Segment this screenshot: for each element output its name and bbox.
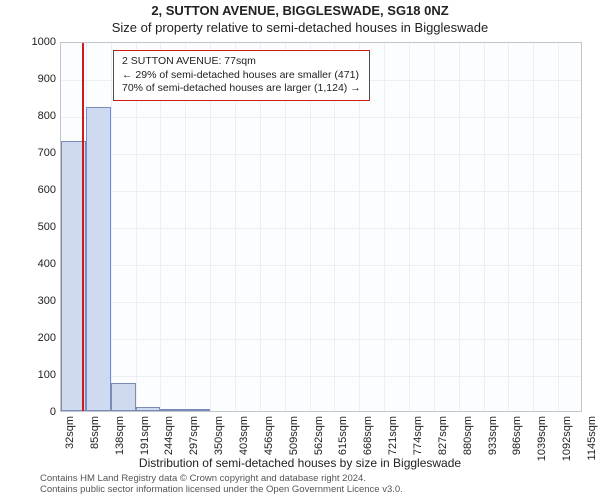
x-tick-label: 615sqm bbox=[337, 416, 349, 455]
x-tick-label: 456sqm bbox=[263, 416, 275, 455]
histogram-bar bbox=[136, 407, 161, 411]
histogram-bar bbox=[185, 409, 210, 411]
x-tick-label: 403sqm bbox=[238, 416, 250, 455]
footnote: Contains HM Land Registry data © Crown c… bbox=[40, 474, 403, 496]
gridline-v bbox=[434, 43, 435, 411]
x-tick-label: 721sqm bbox=[387, 416, 399, 455]
histogram-bar bbox=[111, 383, 136, 411]
gridline-v bbox=[459, 43, 460, 411]
gridline-h bbox=[61, 265, 581, 266]
histogram-bar bbox=[160, 409, 185, 411]
x-tick-label: 1145sqm bbox=[586, 416, 598, 460]
y-tick-label: 100 bbox=[20, 369, 56, 381]
x-axis-label: Distribution of semi-detached houses by … bbox=[0, 456, 600, 470]
annotation-line: 70% of semi-detached houses are larger (… bbox=[122, 82, 361, 96]
x-tick-label: 1092sqm bbox=[561, 416, 573, 461]
annotation-line: 2 SUTTON AVENUE: 77sqm bbox=[122, 55, 361, 69]
chart-container: 2, SUTTON AVENUE, BIGGLESWADE, SG18 0NZ … bbox=[0, 0, 600, 500]
gridline-h bbox=[61, 154, 581, 155]
y-tick-label: 200 bbox=[20, 332, 56, 344]
plot-area: 2 SUTTON AVENUE: 77sqm← 29% of semi-deta… bbox=[60, 42, 582, 412]
x-tick-label: 827sqm bbox=[437, 416, 449, 455]
x-tick-label: 297sqm bbox=[188, 416, 200, 455]
y-tick-label: 700 bbox=[20, 147, 56, 159]
x-tick-label: 32sqm bbox=[64, 416, 76, 449]
gridline-h bbox=[61, 191, 581, 192]
gridline-v bbox=[111, 43, 112, 411]
y-tick-label: 300 bbox=[20, 295, 56, 307]
x-tick-label: 986sqm bbox=[511, 416, 523, 455]
y-tick-label: 600 bbox=[20, 184, 56, 196]
gridline-h bbox=[61, 339, 581, 340]
marker-line bbox=[82, 43, 84, 411]
x-tick-label: 668sqm bbox=[362, 416, 374, 455]
gridline-h bbox=[61, 376, 581, 377]
gridline-v bbox=[508, 43, 509, 411]
gridline-v bbox=[409, 43, 410, 411]
x-tick-label: 509sqm bbox=[288, 416, 300, 455]
gridline-h bbox=[61, 228, 581, 229]
gridline-h bbox=[61, 302, 581, 303]
annotation-box: 2 SUTTON AVENUE: 77sqm← 29% of semi-deta… bbox=[113, 50, 370, 101]
gridline-v bbox=[533, 43, 534, 411]
gridline-v bbox=[484, 43, 485, 411]
x-tick-label: 244sqm bbox=[163, 416, 175, 455]
y-tick-label: 0 bbox=[20, 406, 56, 418]
x-tick-label: 191sqm bbox=[139, 416, 151, 455]
gridline-v bbox=[384, 43, 385, 411]
y-tick-label: 400 bbox=[20, 258, 56, 270]
y-tick-label: 800 bbox=[20, 110, 56, 122]
gridline-v bbox=[558, 43, 559, 411]
chart-subtitle: Size of property relative to semi-detach… bbox=[0, 20, 600, 35]
x-tick-label: 138sqm bbox=[114, 416, 126, 455]
footnote-line-2: Contains public sector information licen… bbox=[40, 485, 403, 496]
x-tick-label: 1039sqm bbox=[536, 416, 548, 461]
page-title: 2, SUTTON AVENUE, BIGGLESWADE, SG18 0NZ bbox=[0, 3, 600, 18]
x-tick-label: 774sqm bbox=[412, 416, 424, 455]
y-tick-label: 900 bbox=[20, 73, 56, 85]
x-tick-label: 562sqm bbox=[313, 416, 325, 455]
annotation-line: ← 29% of semi-detached houses are smalle… bbox=[122, 69, 361, 83]
x-tick-label: 933sqm bbox=[487, 416, 499, 455]
gridline-h bbox=[61, 117, 581, 118]
histogram-bar bbox=[86, 107, 111, 412]
x-tick-label: 350sqm bbox=[213, 416, 225, 455]
y-tick-label: 1000 bbox=[20, 36, 56, 48]
x-tick-label: 85sqm bbox=[89, 416, 101, 449]
y-tick-label: 500 bbox=[20, 221, 56, 233]
x-tick-label: 880sqm bbox=[462, 416, 474, 455]
